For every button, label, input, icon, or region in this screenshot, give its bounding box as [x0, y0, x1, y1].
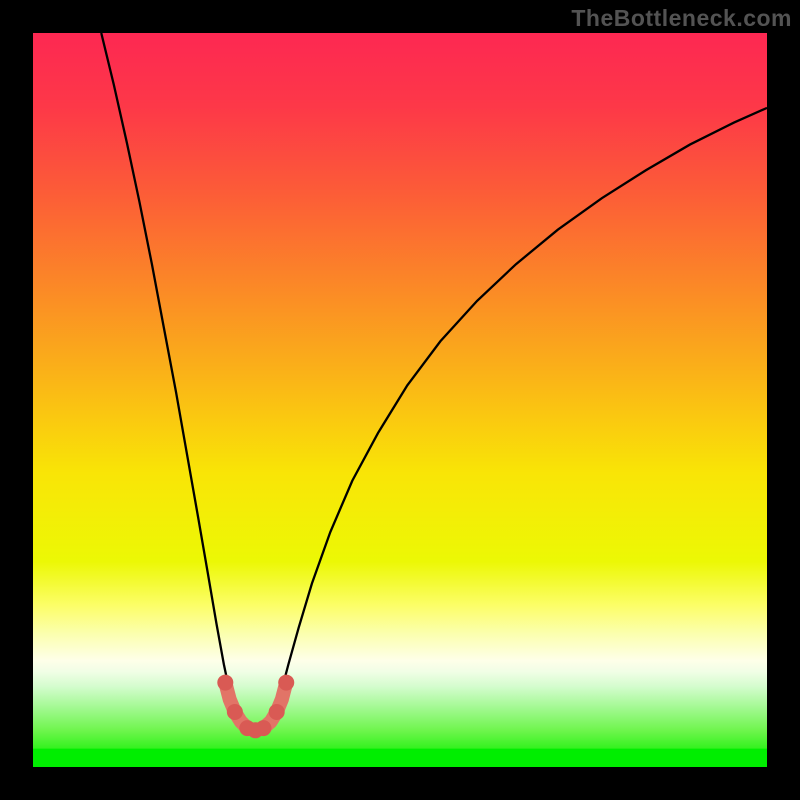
valley-dot [227, 704, 243, 720]
plot-area [33, 33, 767, 767]
gradient-background [33, 33, 767, 767]
valley-dot [255, 720, 271, 736]
valley-dot [278, 675, 294, 691]
watermark-text: TheBottleneck.com [571, 5, 792, 32]
valley-dot [269, 704, 285, 720]
valley-dot [217, 675, 233, 691]
plot-svg [33, 33, 767, 767]
bottom-strip [33, 749, 767, 767]
